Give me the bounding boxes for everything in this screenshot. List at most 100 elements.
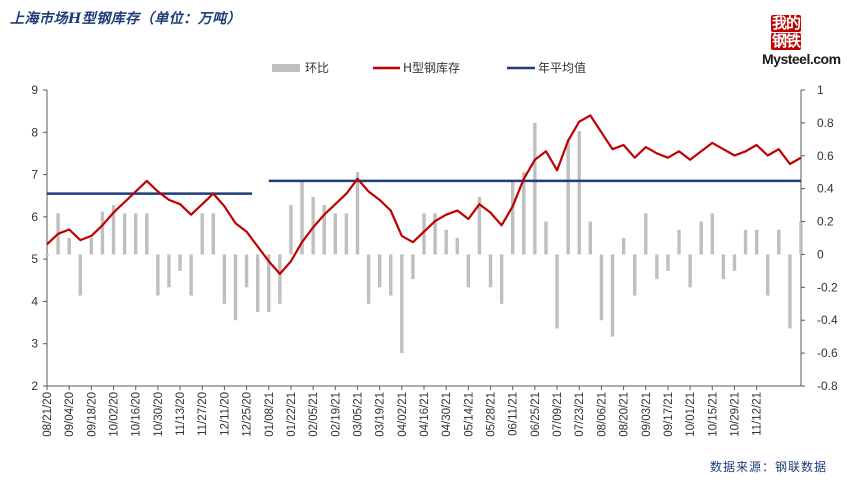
mom-bar <box>255 254 260 312</box>
mom-bar <box>377 254 382 288</box>
x-tick-label: 01/22/21 <box>286 392 298 437</box>
y-left-tick-label: 6 <box>31 210 38 224</box>
mom-bar <box>566 139 570 255</box>
inventory-line-path <box>46 114 802 275</box>
y-right-tick-label: -0.8 <box>817 379 838 393</box>
mom-bar <box>799 221 803 255</box>
mom-bar <box>189 254 193 296</box>
chart-legend: 环比 H型钢库存 年平均值 <box>272 60 586 75</box>
y-left-tick-label: 9 <box>31 83 38 97</box>
x-tick-label: 06/25/21 <box>530 392 542 437</box>
logo-cn-line1: 我的 <box>771 14 801 32</box>
mom-bars <box>45 122 803 354</box>
y-right-tick-label: 0.8 <box>817 116 834 130</box>
mom-bar <box>156 254 160 296</box>
mom-bar <box>499 254 504 304</box>
mom-bar <box>244 254 249 288</box>
y-right-tick-label: -0.6 <box>817 346 838 360</box>
x-tick-label: 12/25/20 <box>242 392 254 437</box>
mom-bar <box>400 254 404 354</box>
x-tick-label: 03/19/21 <box>375 392 387 437</box>
mom-bar <box>522 172 526 255</box>
x-tick-label: 04/16/21 <box>419 392 431 437</box>
mom-bar <box>455 238 459 255</box>
mom-bar <box>311 196 315 255</box>
x-tick-label: 01/08/21 <box>264 392 276 437</box>
mom-bar <box>89 238 94 255</box>
x-tick-label: 03/05/21 <box>352 392 364 437</box>
x-tick-label: 11/12/21 <box>752 392 764 436</box>
mom-bar <box>111 205 116 255</box>
mom-bar <box>389 254 393 296</box>
y-right-tick-label: 0.2 <box>817 215 834 229</box>
mom-bar <box>544 221 548 255</box>
data-source: 数据来源：钢联数据 <box>709 460 827 474</box>
mom-bar <box>200 213 204 255</box>
logo-en: Mysteel.com <box>762 51 841 67</box>
mom-bar <box>300 180 304 255</box>
y-axis-right: -0.8 -0.6 -0.4 -0.2 0 0.2 0.4 0.6 0.8 1 <box>801 83 838 393</box>
mom-bar <box>766 254 770 296</box>
mom-bar <box>754 229 759 255</box>
mysteel-logo: 我的 钢铁 Mysteel.com <box>760 14 841 70</box>
x-tick-label: 02/05/21 <box>308 392 320 437</box>
x-tick-label: 10/01/21 <box>685 392 697 437</box>
mom-bar <box>655 254 659 280</box>
y-right-tick-label: 0.4 <box>817 182 834 196</box>
mom-bar <box>599 254 604 321</box>
y-left-tick-label: 5 <box>31 252 38 266</box>
x-tick-label: 07/09/21 <box>552 392 564 437</box>
mom-bar <box>78 254 82 296</box>
x-tick-label: 10/30/20 <box>153 392 165 437</box>
mom-bar <box>344 213 349 255</box>
y-left-tick-label: 4 <box>31 294 38 308</box>
mom-bar <box>644 213 648 255</box>
x-tick-label: 10/02/20 <box>109 392 121 437</box>
mom-bar <box>632 254 637 296</box>
x-tick-label: 06/11/21 <box>508 392 520 436</box>
mom-bar <box>732 254 737 271</box>
mom-bar <box>411 254 415 280</box>
mom-bar <box>533 122 537 255</box>
mom-bar <box>621 238 626 255</box>
mom-bar <box>211 213 216 255</box>
mom-bar <box>444 229 448 255</box>
y-right-tick-label: -0.2 <box>817 280 838 294</box>
x-tick-label: 08/21/20 <box>42 392 54 437</box>
legend-swatch-bar <box>272 64 300 72</box>
y-left-tick-label: 8 <box>31 125 38 139</box>
mom-bar <box>366 254 371 304</box>
mom-bar <box>777 229 781 255</box>
x-tick-label: 09/03/21 <box>641 392 653 437</box>
mom-bar <box>555 254 559 329</box>
x-tick-label: 11/27/20 <box>197 392 209 436</box>
x-tick-label: 12/11/20 <box>219 392 231 436</box>
mom-bar <box>222 254 227 304</box>
mom-bar <box>145 213 149 255</box>
mom-bar <box>511 180 515 255</box>
y-left-tick-label: 3 <box>31 337 38 351</box>
x-tick-label: 04/30/21 <box>441 392 453 437</box>
mom-bar <box>677 229 681 255</box>
mom-bar <box>577 131 581 255</box>
y-right-tick-label: -0.4 <box>817 313 838 327</box>
mom-bar <box>45 254 49 257</box>
mom-bar <box>477 196 482 255</box>
y-right-tick-label: 0.6 <box>817 149 834 163</box>
mom-bar <box>699 221 703 255</box>
mom-bar <box>721 254 726 280</box>
legend-label-line: H型钢库存 <box>403 60 460 75</box>
mom-bar <box>267 254 271 312</box>
mom-bar <box>178 254 182 271</box>
x-tick-label: 05/14/21 <box>463 392 475 437</box>
mom-bar <box>666 254 670 271</box>
x-tick-label: 04/02/21 <box>397 392 409 437</box>
mom-bar <box>167 254 171 288</box>
legend-label-avg: 年平均值 <box>538 60 586 75</box>
mom-bar <box>710 213 714 255</box>
logo-cn-line2: 钢铁 <box>771 32 801 50</box>
page-title: 上海市场H型钢库存（单位：万吨） <box>10 11 242 27</box>
inventory-line <box>46 114 802 275</box>
mom-bar <box>122 213 127 255</box>
x-axis-labels: 08/21/20 09/04/20 09/18/20 10/02/20 10/16/20… <box>42 386 764 437</box>
